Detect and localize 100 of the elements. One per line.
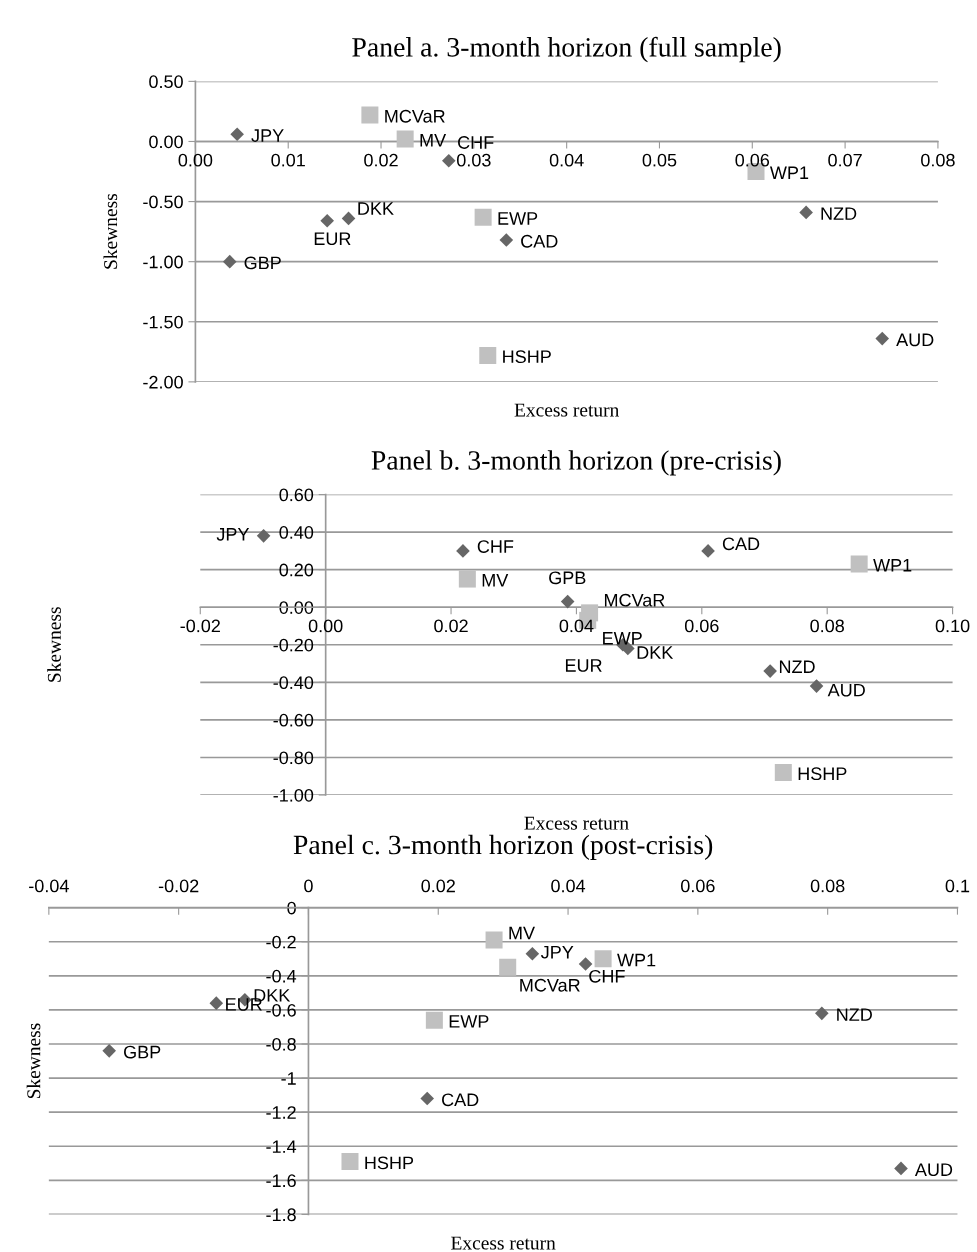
x-tick-label: 0.02 [421,879,455,893]
point [701,544,715,558]
x-axis-title: Excess return [524,816,629,830]
annotation: WP1 [617,953,656,967]
annotation: AUD [896,333,934,347]
annotation: EUR [314,232,351,246]
x-tick-label: 0.08 [810,619,844,633]
point [441,153,456,168]
point [594,950,612,968]
y-tick-label: 0.50 [149,75,183,89]
point [320,214,334,228]
annotation: GBP [244,256,281,270]
x-tick-label: 0.1 [945,879,970,893]
x-tick-label: 0.10 [935,619,970,633]
point [499,958,517,976]
point [894,1161,908,1176]
point [850,555,868,573]
x-tick-label: 0.04 [559,619,594,633]
x-tick-label: 0.08 [810,879,845,893]
point [209,996,224,1010]
x-tick-label: -0.02 [158,879,199,893]
chart-title: Panel b. 3-month horizon (pre-crisis) [371,450,781,476]
x-axis-title: Excess return [451,1236,556,1250]
point [256,529,271,543]
y-tick-label: -0.4 [266,969,297,983]
point [875,331,890,346]
x-tick-label: 0.00 [308,619,343,633]
x-tick-label: 0.02 [364,153,398,167]
annotation: CAD [521,234,558,248]
x-tick-label: 0.05 [642,153,677,167]
y-tick-label: -1.50 [143,315,183,329]
x-tick-label: 0.06 [680,879,715,893]
point [456,544,470,558]
annotation: CHF [589,969,625,983]
x-tick-label: 0.00 [178,153,213,167]
x-tick-label: 0.04 [549,153,584,167]
annotation: DKK [637,646,674,659]
y-axis-title: Skewness [103,193,118,269]
y-tick-label: 0.40 [279,526,314,539]
point [230,127,244,142]
annotation: MV [509,926,535,940]
point [578,957,593,971]
y-tick-label: -0.6 [266,1003,296,1017]
y-tick-label: -0.8 [266,1037,296,1051]
y-tick-label: -0.40 [273,676,314,690]
point [560,594,575,609]
annotation: NZD [779,660,815,673]
y-tick-label: -1 [281,1072,296,1085]
chart-title: Panel c. 3-month horizon (post-crisis) [293,834,713,860]
point [102,1044,117,1058]
y-tick-label: -0.20 [273,638,314,652]
y-tick-label: -1.6 [266,1174,296,1188]
x-tick-label: -0.04 [29,879,69,893]
y-tick-label: -1.00 [143,255,183,269]
y-tick-label: -1.8 [266,1208,296,1222]
y-tick-label: 0.60 [279,488,314,502]
annotation: WP1 [769,166,809,179]
annotation: CAD [722,537,760,551]
annotation: EWP [498,212,538,225]
y-tick-label: -0.50 [143,195,183,209]
annotation: MV [420,134,447,147]
point [485,931,503,949]
y-tick-label: -0.80 [273,751,314,765]
annotation: HSHP [365,1156,414,1170]
annotation: MV [482,574,509,587]
annotation: MCVaR [385,109,445,123]
point [341,211,356,226]
annotation: AUD [827,683,865,697]
y-axis-title: Skewness [47,607,61,682]
point [799,205,813,220]
point [361,106,379,124]
annotation: CHF [477,540,514,553]
y-tick-label: 0.20 [279,563,314,577]
x-tick-label: 0.04 [551,879,586,893]
annotation: JPY [540,945,574,959]
point [425,1011,443,1029]
annotation: MCVaR [520,978,580,992]
point [479,346,497,364]
annotation: HSHP [798,767,847,781]
point [420,1091,435,1106]
x-tick-label: 0.06 [735,153,770,167]
annotation: CAD [442,1093,479,1107]
point [222,254,237,269]
point [525,946,540,961]
chart-title: Panel a. 3-month horizon (full sample) [352,36,781,63]
point [763,664,777,678]
annotation: AUD [914,1163,953,1177]
annotation: WP1 [873,559,912,572]
annotation: EWP [449,1015,489,1028]
point [499,233,514,247]
annotation: HSHP [503,350,551,364]
annotation: JPY [216,528,250,541]
y-tick-label: -1.00 [273,788,314,802]
annotation: JPY [251,129,284,142]
x-tick-label: 0.03 [456,153,491,167]
annotation: CHF [458,136,494,149]
annotation: DKK [358,202,394,215]
y-axis-title: Skewness [26,1023,41,1099]
x-axis-title: Excess return [514,403,620,417]
annotation: EWP [603,632,642,645]
